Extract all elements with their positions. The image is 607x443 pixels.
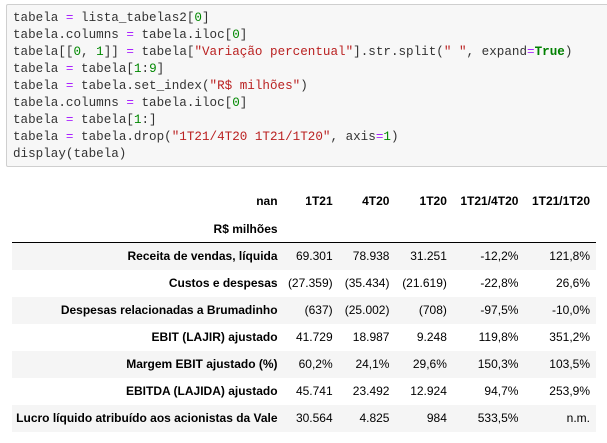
- index-name: R$ milhões: [213, 222, 278, 236]
- cell: 18.987: [352, 330, 390, 344]
- code-line-6: tabela.columns = tabela.iloc[0]: [13, 96, 248, 110]
- cell: (25.002): [344, 303, 390, 317]
- row-label: Receita de vendas, líquida: [127, 249, 278, 264]
- table-row: Despesas relacionadas a Brumadinho (637)…: [12, 296, 596, 324]
- row-label: Margem EBIT ajustado (%): [126, 357, 278, 371]
- cell: -10,0%: [551, 303, 590, 317]
- cell: 119,8%: [478, 330, 519, 344]
- cell: 23.492: [352, 384, 390, 398]
- cell: 94,7%: [484, 384, 519, 398]
- code-line-5: tabela = tabela.set_index("R$ milhões"): [13, 79, 308, 93]
- empty-cell: [453, 216, 525, 243]
- cell: n.m.: [566, 411, 590, 425]
- cell: 4.825: [359, 411, 390, 425]
- table-row: Lucro líquido atribuído aos acionistas d…: [12, 404, 596, 432]
- dataframe-table: nan 1T21 4T20 1T20 1T21/4T20 1T21/1T20 R…: [12, 185, 596, 432]
- row-label: Custos e despesas: [168, 276, 278, 290]
- cell: 103,5%: [549, 357, 590, 371]
- cell: (27.359): [287, 276, 333, 290]
- cell: 533,5%: [477, 411, 519, 425]
- table-row: Custos e despesas (27.359) (35.434) (21.…: [12, 270, 596, 297]
- table-row: Margem EBIT ajustado (%) 60,2% 24,1% 29,…: [12, 350, 596, 378]
- empty-cell: [284, 216, 339, 243]
- cell: 31.251: [410, 249, 447, 264]
- cell: 41.729: [295, 330, 333, 344]
- table-row: Receita de vendas, líquida 69.301 78.938…: [12, 242, 596, 270]
- table-row: EBIT (LAJIR) ajustado 41.729 18.987 9.24…: [12, 324, 596, 351]
- empty-cell: [524, 216, 596, 243]
- code-line-3: tabela[[0, 1]] = tabela["Variação percen…: [13, 45, 573, 59]
- cell: 9.248: [416, 330, 447, 344]
- row-label: Lucro líquido atribuído aos acionistas d…: [16, 411, 278, 425]
- table-row: EBITDA (LAJIDA) ajustado 45.741 23.492 1…: [12, 378, 596, 405]
- cell: (637): [304, 303, 333, 317]
- cell: 984: [426, 411, 447, 425]
- row-label: EBIT (LAJIR) ajustado: [151, 330, 278, 344]
- code-line-7: tabela = tabela[1:]: [13, 113, 157, 127]
- code-line-9: display(tabela): [13, 147, 127, 161]
- header-row: nan 1T21 4T20 1T20 1T21/4T20 1T21/1T20: [12, 185, 596, 216]
- cell: 24,1%: [355, 357, 390, 371]
- code-line-8: tabela = tabela.drop("1T21/4T20 1T21/1T2…: [13, 130, 399, 144]
- cell: 121,8%: [549, 249, 590, 264]
- column-header: 1T20: [419, 193, 447, 208]
- cell: 78.938: [352, 249, 390, 264]
- cell: -22,8%: [480, 276, 519, 290]
- row-label: Despesas relacionadas a Brumadinho: [60, 303, 278, 317]
- cell: -12,2%: [480, 249, 519, 264]
- columns-name: nan: [256, 193, 278, 208]
- cell: 30.564: [295, 411, 333, 425]
- index-name-row: R$ milhões: [12, 216, 596, 243]
- cell: 60,2%: [298, 357, 333, 371]
- cell: 45.741: [295, 384, 333, 398]
- code-line-1: tabela = lista_tabelas2[0]: [13, 11, 210, 25]
- cell: 29,6%: [412, 357, 447, 371]
- code-line-2: tabela.columns = tabela.iloc[0]: [13, 28, 248, 42]
- cell: 69.301: [295, 249, 333, 264]
- code-line-4: tabela = tabela[1:9]: [13, 62, 165, 76]
- empty-cell: [339, 216, 396, 243]
- cell: 351,2%: [549, 330, 590, 344]
- column-header: 1T21/1T20: [531, 193, 590, 208]
- column-header: 1T21: [305, 193, 333, 208]
- cell: 253,9%: [549, 384, 590, 398]
- empty-cell: [395, 216, 452, 243]
- cell: (708): [418, 303, 447, 317]
- cell: (21.619): [402, 276, 447, 290]
- code-cell-input[interactable]: tabela = lista_tabelas2[0] tabela.column…: [6, 4, 607, 167]
- cell: 150,3%: [477, 357, 519, 371]
- cell: 12.924: [410, 384, 447, 398]
- cell: -97,5%: [480, 303, 519, 317]
- row-label: EBITDA (LAJIDA) ajustado: [126, 384, 278, 398]
- cell-output-dataframe: nan 1T21 4T20 1T20 1T21/4T20 1T21/1T20 R…: [12, 185, 596, 432]
- column-header: 4T20: [362, 193, 390, 208]
- column-header: 1T21/4T20: [460, 193, 519, 208]
- cell: 26,6%: [555, 276, 590, 290]
- cell: (35.434): [344, 276, 390, 290]
